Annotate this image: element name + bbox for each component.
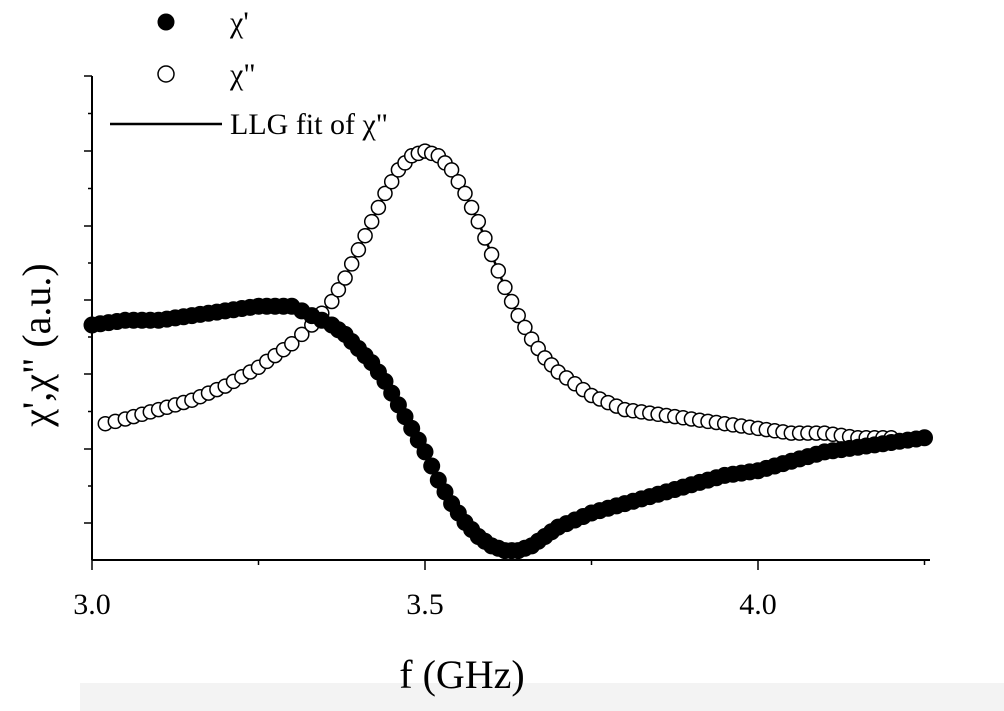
data-point-chi-double-prime (497, 279, 513, 296)
data-point-chi-double-prime (443, 162, 460, 178)
series-line-llg-fit (105, 149, 892, 440)
data-point-chi-prime (416, 443, 434, 461)
legend-label-chi-double-prime: χ" (229, 58, 256, 91)
data-point-chi-double-prime (370, 199, 387, 216)
data-point-chi-double-prime (357, 227, 373, 244)
data-point-chi-double-prime (343, 256, 360, 272)
data-point-chi-double-prime (284, 336, 300, 352)
x-tick-label: 4.0 (739, 588, 777, 621)
data-point-chi-double-prime (470, 213, 487, 230)
data-point-chi-double-prime (337, 270, 353, 286)
data-point-chi-double-prime (510, 307, 526, 324)
series-layer (83, 143, 933, 560)
y-ticks (84, 75, 92, 524)
legend-marker-filled (157, 13, 175, 31)
data-point-chi-double-prime (477, 230, 493, 246)
legend-marker-open (157, 65, 175, 83)
data-point-chi-double-prime (350, 242, 367, 258)
bottom-strip (80, 683, 1004, 711)
data-point-chi-double-prime (490, 263, 507, 279)
data-point-chi-double-prime (363, 213, 380, 230)
data-point-chi-double-prime (457, 185, 473, 202)
data-point-chi-prime (423, 457, 441, 475)
data-point-chi-double-prime (294, 326, 310, 343)
data-point-chi-double-prime (450, 173, 467, 190)
data-point-chi-prime (916, 429, 933, 447)
x-tick-label: 3.5 (406, 588, 444, 621)
data-point-chi-double-prime (383, 173, 400, 190)
legend-label-llg-fit: LLG fit of χ" (230, 108, 388, 141)
x-tick-label: 3.0 (73, 588, 111, 621)
data-point-chi-double-prime (503, 293, 520, 310)
legend: χ' χ" LLG fit of χ" (110, 6, 388, 141)
data-point-chi-double-prime (330, 282, 347, 298)
data-point-chi-double-prime (324, 293, 340, 310)
data-point-chi-double-prime (463, 199, 480, 216)
data-point-chi-double-prime (377, 185, 393, 202)
legend-label-chi-prime: χ' (229, 6, 249, 39)
x-ticks: 3.0 3.5 4.0 (73, 560, 926, 621)
data-point-chi-double-prime (517, 319, 533, 336)
y-axis-title: χ',χ" (a.u.) (14, 263, 59, 427)
data-point-chi-double-prime (483, 246, 500, 263)
x-axis-title: f (GHz) (399, 652, 525, 697)
